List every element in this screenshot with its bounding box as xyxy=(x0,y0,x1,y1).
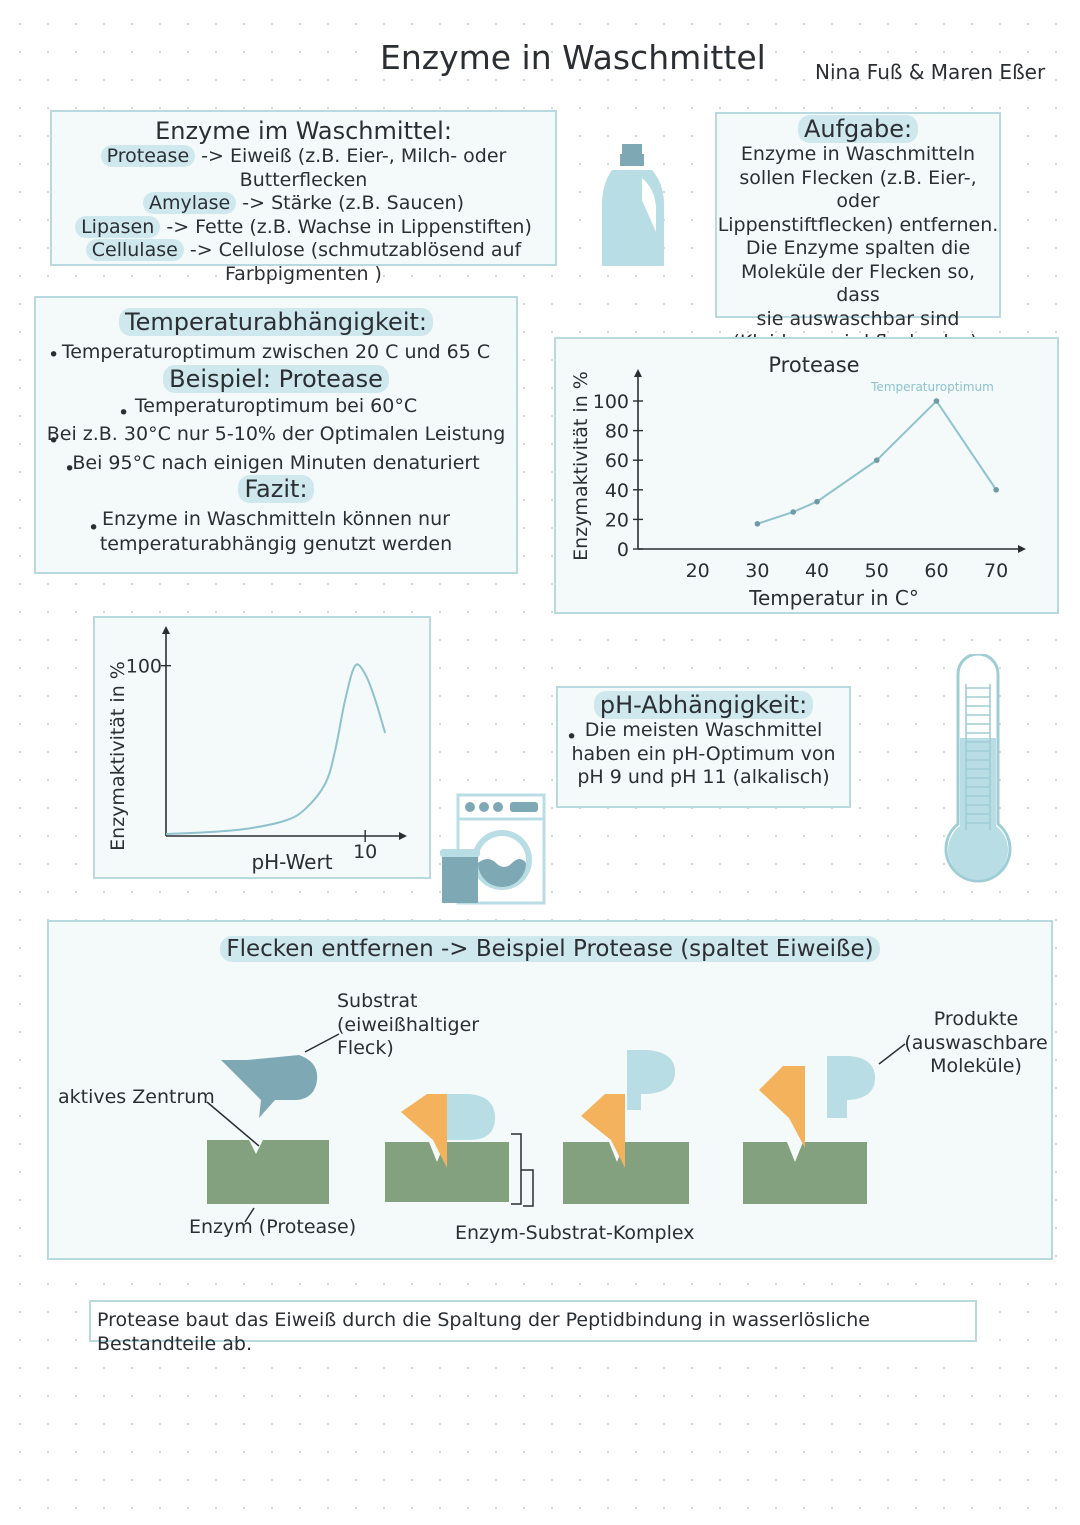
y-tick-label: 40 xyxy=(605,480,629,502)
chart-title: Protease xyxy=(768,353,859,377)
temp-line: Bei z.B. 30°C nur 5-10% der Optimalen Le… xyxy=(46,423,506,445)
temp-line: Bei 95°C nach einigen Minuten denaturier… xyxy=(72,451,480,474)
protease-temperature-chart: Protease Enzymaktivität in % Temperatur … xyxy=(570,353,1026,610)
task-line: Lippenstiftflecken) entfernen. xyxy=(717,213,999,236)
product-orange xyxy=(759,1066,805,1148)
x-tick-label: 40 xyxy=(805,560,829,582)
box-protease-chart: Protease Enzymaktivität in % Temperatur … xyxy=(554,337,1059,614)
y-tick-label: 0 xyxy=(617,539,629,561)
x-axis-label: pH-Wert xyxy=(251,850,332,874)
ph-chart: Enzymaktivität in % pH-Wert 100 10 xyxy=(107,626,407,874)
diagram-heading: Flecken entfernen -> Beispiel Protease (… xyxy=(220,936,880,962)
x-tick-label: 60 xyxy=(924,560,948,582)
y-tick-label: 80 xyxy=(605,421,629,443)
y-axis-label: Enzymaktivität in % xyxy=(570,371,592,561)
fazit-heading: Fazit: xyxy=(238,475,314,503)
box-enzyme-diagram: Flecken entfernen -> Beispiel Protease (… xyxy=(47,920,1053,1260)
ph-line: pH 9 und pH 11 (alkalisch) xyxy=(577,766,830,788)
substrate-part-blue xyxy=(447,1094,495,1140)
product-blue xyxy=(627,1050,675,1110)
box-ph: pH-Abhängigkeit: • Die meisten Waschmitt… xyxy=(556,686,851,808)
enzyme-line: Protease -> Eiweiß (z.B. Eier-, Milch- o… xyxy=(52,145,555,192)
task-line: sie auswaschbar sind xyxy=(756,307,960,330)
substrate-part-orange xyxy=(401,1094,447,1168)
summary-box: Protease baut das Eiweiß durch die Spalt… xyxy=(89,1300,977,1355)
label-substrate: Substrat (eiweißhaltiger Fleck) xyxy=(337,990,480,1059)
task-heading: Aufgabe: xyxy=(797,115,919,143)
task-line: Moleküle der Flecken so, dass xyxy=(740,260,976,307)
authors: Nina Fuß & Maren Eßer xyxy=(815,60,1046,84)
data-point xyxy=(814,498,820,505)
enzyme-line: Amylase -> Stärke (z.B. Saucen) xyxy=(52,192,555,216)
temp-line: Enzyme in Waschmitteln können nur xyxy=(102,508,450,530)
label-complex: Enzym-Substrat-Komplex xyxy=(455,1222,695,1244)
temp-line: Temperaturoptimum bei 60°C xyxy=(134,394,418,417)
data-point xyxy=(754,521,761,527)
temperature-heading: Temperaturabhängigkeit: xyxy=(119,308,433,336)
detergent-bottle-icon xyxy=(602,144,664,266)
data-point xyxy=(790,509,796,515)
box-enzymes: Enzyme im Waschmittel: Protease -> Eiwei… xyxy=(50,110,557,285)
enzyme-line: Farbpigmenten ) xyxy=(225,262,382,285)
product-orange xyxy=(581,1094,625,1168)
y-tick-label: 100 xyxy=(126,656,162,678)
y-tick-label: 100 xyxy=(593,391,629,413)
washing-machine-icon xyxy=(440,793,546,905)
enzyme-shape xyxy=(385,1142,509,1202)
enzyme-shape xyxy=(563,1142,689,1204)
box-task: Aufgabe: Enzyme in Waschmitteln sollen F… xyxy=(715,112,1001,353)
enzyme-shape xyxy=(207,1140,329,1204)
y-axis-label: Enzymaktivität in % xyxy=(107,661,129,851)
example-heading: Beispiel: Protease xyxy=(163,364,389,393)
page-title: Enzyme in Waschmittel xyxy=(380,38,766,77)
thermometer-icon xyxy=(944,654,1012,883)
substrate-shape xyxy=(221,1055,318,1118)
box-temperature: Temperaturabhängigkeit: • Temperaturopti… xyxy=(34,296,518,574)
ph-line: Die meisten Waschmittel xyxy=(584,719,823,741)
enzyme-substrate-diagram xyxy=(206,1033,906,1223)
temp-line: Temperaturoptimum zwischen 20 C und 65 C xyxy=(61,341,491,363)
x-tick-label: 50 xyxy=(865,560,889,582)
data-point xyxy=(873,457,880,463)
data-point xyxy=(993,487,999,493)
ph-heading: pH-Abhängigkeit: xyxy=(593,691,814,719)
temp-line: temperaturabhängig genutzt werden xyxy=(99,532,453,555)
box-ph-chart: Enzymaktivität in % pH-Wert 100 10 xyxy=(93,616,431,879)
ph-line: haben ein pH-Optimum von xyxy=(571,742,836,765)
x-tick-label: 70 xyxy=(984,560,1008,582)
task-line: sollen Flecken (z.B. Eier-, oder xyxy=(739,166,977,213)
label-products: Produkte (auswaschbare Moleküle) xyxy=(904,1008,1048,1077)
product-blue xyxy=(827,1056,875,1118)
x-axis-label: Temperatur in C° xyxy=(748,586,919,610)
label-enzyme: Enzym (Protease) xyxy=(189,1216,357,1238)
enzyme-shape xyxy=(743,1142,867,1204)
task-line: Die Enzyme spalten die xyxy=(745,237,971,259)
annotation: Temperaturoptimum xyxy=(870,380,994,394)
task-line: Enzyme in Waschmitteln xyxy=(740,143,976,165)
x-tick-label: 10 xyxy=(353,841,377,863)
summary-text: Protease baut das Eiweiß durch die Spalt… xyxy=(97,1309,870,1355)
data-point xyxy=(933,398,940,404)
enzyme-line: Cellulase -> Cellulose (schmutzablösend … xyxy=(52,239,555,263)
x-tick-label: 30 xyxy=(745,560,769,582)
series-line xyxy=(165,663,387,835)
y-tick-label: 20 xyxy=(605,509,629,531)
x-tick-label: 20 xyxy=(686,560,710,582)
enzymes-heading: Enzyme im Waschmittel: xyxy=(155,117,452,145)
series-line xyxy=(757,399,998,525)
enzyme-line: Lipasen -> Fette (z.B. Wachse in Lippens… xyxy=(52,215,555,240)
y-tick-label: 60 xyxy=(605,450,629,472)
label-active-site: aktives Zentrum xyxy=(58,1086,215,1108)
